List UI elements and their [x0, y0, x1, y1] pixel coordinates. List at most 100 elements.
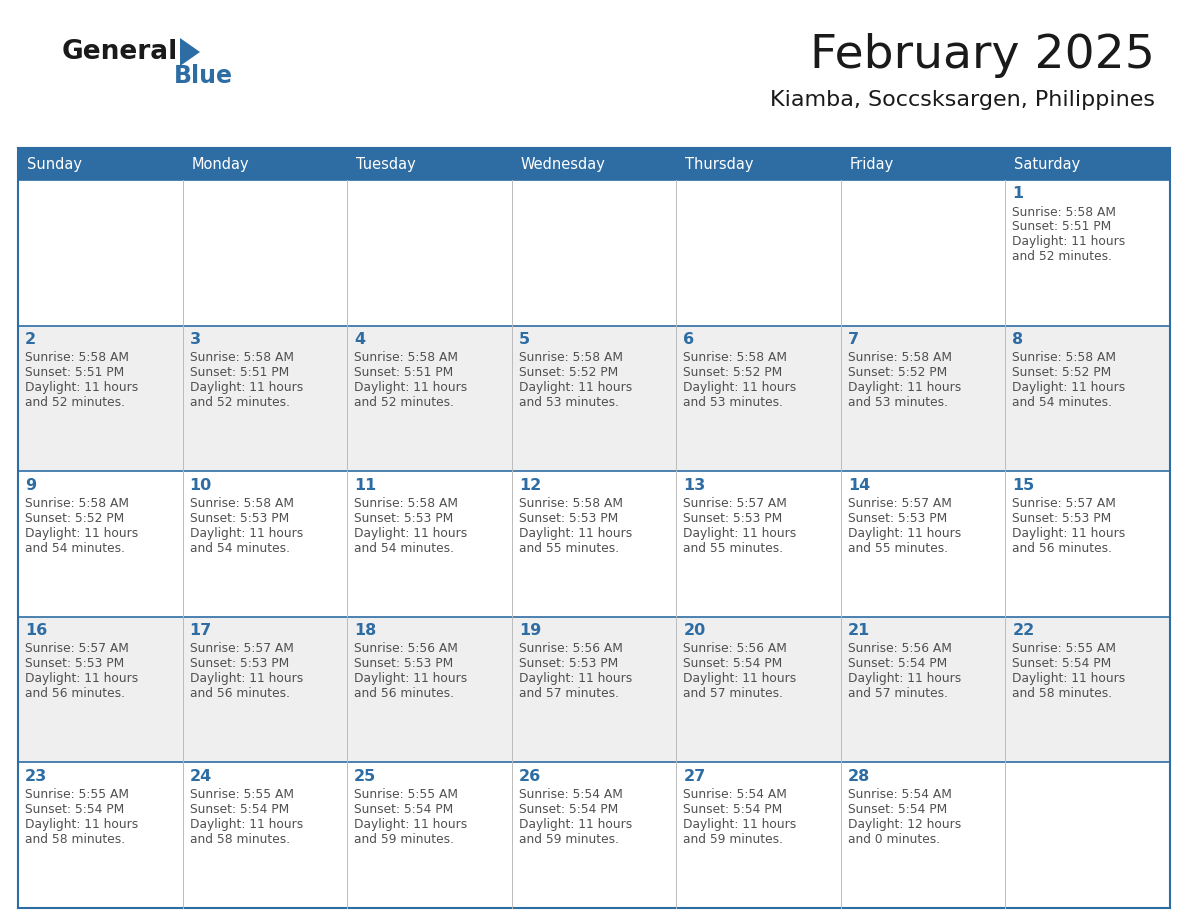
Text: and 52 minutes.: and 52 minutes. — [190, 396, 290, 409]
Bar — [512, 180, 676, 326]
Bar — [183, 180, 347, 326]
Text: Sunset: 5:51 PM: Sunset: 5:51 PM — [354, 366, 454, 379]
Text: 9: 9 — [25, 477, 36, 493]
Text: Daylight: 11 hours: Daylight: 11 hours — [683, 381, 796, 394]
Text: and 54 minutes.: and 54 minutes. — [25, 542, 125, 554]
Text: Daylight: 11 hours: Daylight: 11 hours — [190, 672, 303, 686]
Bar — [183, 148, 347, 180]
Text: and 55 minutes.: and 55 minutes. — [848, 542, 948, 554]
Text: Daylight: 11 hours: Daylight: 11 hours — [519, 527, 632, 540]
Text: 8: 8 — [1012, 332, 1024, 347]
Text: Daylight: 11 hours: Daylight: 11 hours — [354, 527, 467, 540]
Text: Daylight: 11 hours: Daylight: 11 hours — [848, 527, 961, 540]
Bar — [1005, 326, 1170, 471]
Text: and 56 minutes.: and 56 minutes. — [1012, 542, 1112, 554]
Text: and 54 minutes.: and 54 minutes. — [1012, 396, 1112, 409]
Text: Sunrise: 5:56 AM: Sunrise: 5:56 AM — [683, 643, 788, 655]
Bar — [18, 180, 183, 326]
Text: Sunrise: 5:58 AM: Sunrise: 5:58 AM — [25, 497, 129, 509]
Text: and 0 minutes.: and 0 minutes. — [848, 833, 940, 845]
Bar — [347, 180, 512, 326]
Text: 16: 16 — [25, 623, 48, 638]
Text: and 55 minutes.: and 55 minutes. — [683, 542, 783, 554]
Text: Daylight: 11 hours: Daylight: 11 hours — [683, 672, 796, 686]
Bar — [512, 617, 676, 763]
Bar — [1005, 763, 1170, 908]
Bar — [512, 148, 676, 180]
Text: Daylight: 12 hours: Daylight: 12 hours — [848, 818, 961, 831]
Text: Sunrise: 5:58 AM: Sunrise: 5:58 AM — [190, 497, 293, 509]
Bar — [347, 471, 512, 617]
Text: Sunset: 5:54 PM: Sunset: 5:54 PM — [848, 803, 947, 816]
Text: 27: 27 — [683, 769, 706, 784]
Bar — [347, 148, 512, 180]
Bar — [18, 471, 183, 617]
Bar — [676, 326, 841, 471]
Bar — [347, 617, 512, 763]
Text: and 56 minutes.: and 56 minutes. — [190, 688, 290, 700]
Text: Sunrise: 5:58 AM: Sunrise: 5:58 AM — [519, 351, 623, 364]
Text: and 57 minutes.: and 57 minutes. — [683, 688, 783, 700]
Text: Sunrise: 5:55 AM: Sunrise: 5:55 AM — [25, 788, 129, 800]
Bar — [676, 471, 841, 617]
Text: and 57 minutes.: and 57 minutes. — [848, 688, 948, 700]
Text: Saturday: Saturday — [1015, 156, 1081, 172]
Text: and 57 minutes.: and 57 minutes. — [519, 688, 619, 700]
Text: 4: 4 — [354, 332, 365, 347]
Bar — [512, 471, 676, 617]
Bar — [1005, 148, 1170, 180]
Text: Sunrise: 5:56 AM: Sunrise: 5:56 AM — [519, 643, 623, 655]
Text: and 53 minutes.: and 53 minutes. — [519, 396, 619, 409]
Bar — [676, 617, 841, 763]
Text: Sunrise: 5:58 AM: Sunrise: 5:58 AM — [354, 351, 459, 364]
Text: 14: 14 — [848, 477, 870, 493]
Text: Daylight: 11 hours: Daylight: 11 hours — [354, 818, 467, 831]
Text: Sunrise: 5:58 AM: Sunrise: 5:58 AM — [1012, 351, 1117, 364]
Text: Sunrise: 5:57 AM: Sunrise: 5:57 AM — [25, 643, 128, 655]
Text: Sunrise: 5:58 AM: Sunrise: 5:58 AM — [354, 497, 459, 509]
Bar — [841, 471, 1005, 617]
Bar — [347, 326, 512, 471]
Text: 24: 24 — [190, 769, 211, 784]
Text: Daylight: 11 hours: Daylight: 11 hours — [519, 818, 632, 831]
Text: Daylight: 11 hours: Daylight: 11 hours — [25, 527, 138, 540]
Text: and 58 minutes.: and 58 minutes. — [190, 833, 290, 845]
Text: Daylight: 11 hours: Daylight: 11 hours — [519, 381, 632, 394]
Text: Sunset: 5:52 PM: Sunset: 5:52 PM — [683, 366, 783, 379]
Text: Tuesday: Tuesday — [356, 156, 416, 172]
Text: Daylight: 11 hours: Daylight: 11 hours — [1012, 236, 1126, 249]
Text: 21: 21 — [848, 623, 870, 638]
Text: 12: 12 — [519, 477, 541, 493]
Text: 7: 7 — [848, 332, 859, 347]
Text: Daylight: 11 hours: Daylight: 11 hours — [1012, 527, 1126, 540]
Text: 2: 2 — [25, 332, 36, 347]
Text: Sunset: 5:53 PM: Sunset: 5:53 PM — [1012, 511, 1112, 525]
Text: Sunrise: 5:56 AM: Sunrise: 5:56 AM — [354, 643, 459, 655]
Text: Sunset: 5:53 PM: Sunset: 5:53 PM — [519, 657, 618, 670]
Text: 10: 10 — [190, 477, 211, 493]
Text: 17: 17 — [190, 623, 211, 638]
Bar — [841, 180, 1005, 326]
Bar — [1005, 471, 1170, 617]
Text: and 56 minutes.: and 56 minutes. — [354, 688, 454, 700]
Text: Sunset: 5:52 PM: Sunset: 5:52 PM — [848, 366, 947, 379]
Text: and 55 minutes.: and 55 minutes. — [519, 542, 619, 554]
Text: Daylight: 11 hours: Daylight: 11 hours — [354, 672, 467, 686]
Text: Wednesday: Wednesday — [520, 156, 606, 172]
Text: Thursday: Thursday — [685, 156, 753, 172]
Text: and 54 minutes.: and 54 minutes. — [354, 542, 454, 554]
Text: Sunset: 5:51 PM: Sunset: 5:51 PM — [1012, 220, 1112, 233]
Text: Sunrise: 5:58 AM: Sunrise: 5:58 AM — [1012, 206, 1117, 218]
Text: and 52 minutes.: and 52 minutes. — [354, 396, 454, 409]
Bar — [183, 326, 347, 471]
Text: Daylight: 11 hours: Daylight: 11 hours — [25, 818, 138, 831]
Text: Sunset: 5:53 PM: Sunset: 5:53 PM — [190, 511, 289, 525]
Bar — [841, 763, 1005, 908]
Text: General: General — [62, 39, 178, 65]
Text: Sunrise: 5:54 AM: Sunrise: 5:54 AM — [683, 788, 788, 800]
Text: 28: 28 — [848, 769, 870, 784]
Text: Sunset: 5:54 PM: Sunset: 5:54 PM — [1012, 657, 1112, 670]
Text: Daylight: 11 hours: Daylight: 11 hours — [848, 672, 961, 686]
Bar — [183, 763, 347, 908]
Text: Kiamba, Soccsksargen, Philippines: Kiamba, Soccsksargen, Philippines — [770, 90, 1155, 110]
